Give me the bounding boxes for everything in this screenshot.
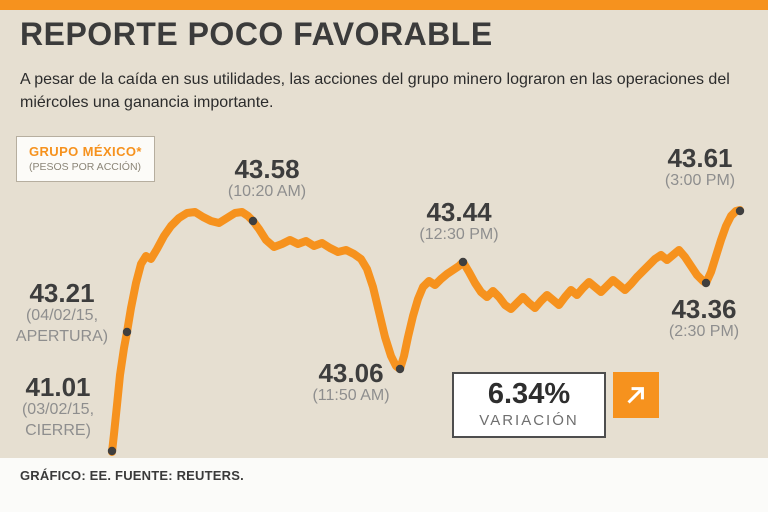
series-name: GRUPO MÉXICO*	[29, 144, 142, 159]
variation-label: VARIACIÓN	[479, 411, 579, 429]
data-point-marker	[735, 206, 745, 216]
footer: GRÁFICO: EE. FUENTE: REUTERS.	[0, 458, 768, 512]
page-title: REPORTE POCO FAVORABLE	[20, 16, 493, 52]
source-credit: GRÁFICO: EE. FUENTE: REUTERS.	[20, 468, 244, 483]
variation-box: 6.34% VARIACIÓN	[452, 372, 606, 438]
up-right-arrow-icon	[613, 372, 659, 418]
data-point-marker	[395, 364, 405, 374]
price-line	[108, 206, 744, 456]
data-point-marker	[107, 446, 117, 456]
data-point-marker	[248, 216, 258, 226]
subtitle: A pesar de la caída en sus utilidades, l…	[20, 71, 730, 112]
series-unit: (PESOS POR ACCIÓN)	[29, 161, 142, 173]
data-point-marker	[701, 278, 711, 288]
data-point-marker	[458, 257, 468, 267]
variation-value: 6.34%	[487, 378, 571, 410]
series-label-box: GRUPO MÉXICO* (PESOS POR ACCIÓN)	[16, 136, 155, 182]
top-accent-bar	[0, 0, 768, 10]
up-right-arrow-glyph	[627, 387, 644, 404]
data-point-marker	[122, 327, 132, 337]
variation-badge: 6.34% VARIACIÓN	[452, 372, 659, 438]
